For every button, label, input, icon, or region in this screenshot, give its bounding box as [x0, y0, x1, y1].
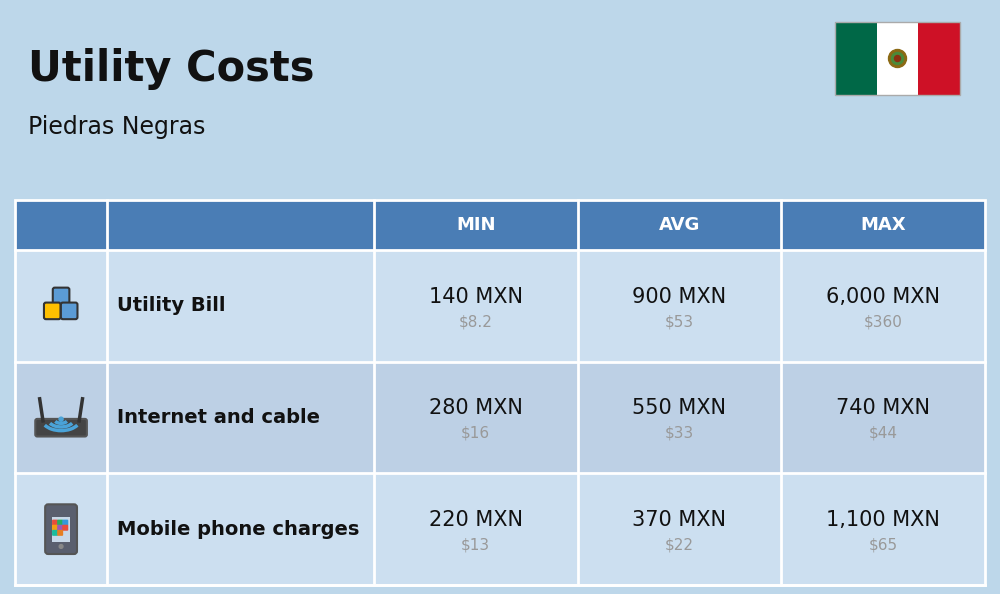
Bar [15, 250, 985, 362]
Text: $44: $44 [869, 426, 898, 441]
Text: 1,100 MXN: 1,100 MXN [826, 510, 940, 530]
FancyBboxPatch shape [52, 520, 58, 526]
FancyBboxPatch shape [35, 419, 87, 437]
Text: $13: $13 [461, 538, 490, 552]
FancyBboxPatch shape [62, 525, 68, 530]
Text: $22: $22 [665, 538, 694, 552]
FancyBboxPatch shape [57, 530, 63, 536]
Text: 370 MXN: 370 MXN [632, 510, 726, 530]
Circle shape [59, 545, 63, 548]
Circle shape [892, 52, 904, 65]
Bar [15, 362, 985, 473]
FancyBboxPatch shape [52, 530, 58, 536]
Text: Utility Costs: Utility Costs [28, 48, 314, 90]
Bar [835, 22, 960, 95]
Text: $65: $65 [869, 538, 898, 552]
Text: 6,000 MXN: 6,000 MXN [826, 287, 940, 307]
Text: 900 MXN: 900 MXN [632, 287, 727, 307]
Text: AVG: AVG [659, 216, 700, 234]
FancyBboxPatch shape [57, 525, 63, 530]
FancyBboxPatch shape [44, 302, 61, 319]
Text: $53: $53 [665, 314, 694, 329]
Bar [835, 22, 877, 95]
Text: $16: $16 [461, 426, 490, 441]
Text: Internet and cable: Internet and cable [117, 408, 320, 427]
Bar [15, 200, 985, 585]
Bar [877, 22, 918, 95]
Bar [15, 473, 985, 585]
Text: MIN: MIN [456, 216, 496, 234]
Text: 550 MXN: 550 MXN [632, 399, 726, 419]
Circle shape [895, 55, 900, 62]
Text: 220 MXN: 220 MXN [429, 510, 523, 530]
FancyBboxPatch shape [57, 520, 63, 526]
FancyBboxPatch shape [62, 520, 68, 526]
FancyBboxPatch shape [45, 504, 77, 554]
Text: Piedras Negras: Piedras Negras [28, 115, 205, 139]
Text: 740 MXN: 740 MXN [836, 399, 930, 419]
FancyBboxPatch shape [61, 302, 77, 319]
Bar [918, 22, 960, 95]
Text: $8.2: $8.2 [459, 314, 493, 329]
Text: $360: $360 [864, 314, 903, 329]
Bar [15, 200, 985, 250]
Text: $33: $33 [665, 426, 694, 441]
Circle shape [59, 417, 63, 421]
FancyBboxPatch shape [52, 525, 58, 530]
Text: 280 MXN: 280 MXN [429, 399, 523, 419]
Text: Mobile phone charges: Mobile phone charges [117, 520, 360, 539]
FancyBboxPatch shape [53, 287, 69, 304]
Circle shape [889, 49, 906, 68]
Bar [52, 517, 70, 542]
Text: MAX: MAX [860, 216, 906, 234]
Text: Utility Bill: Utility Bill [117, 296, 226, 315]
Text: 140 MXN: 140 MXN [429, 287, 523, 307]
